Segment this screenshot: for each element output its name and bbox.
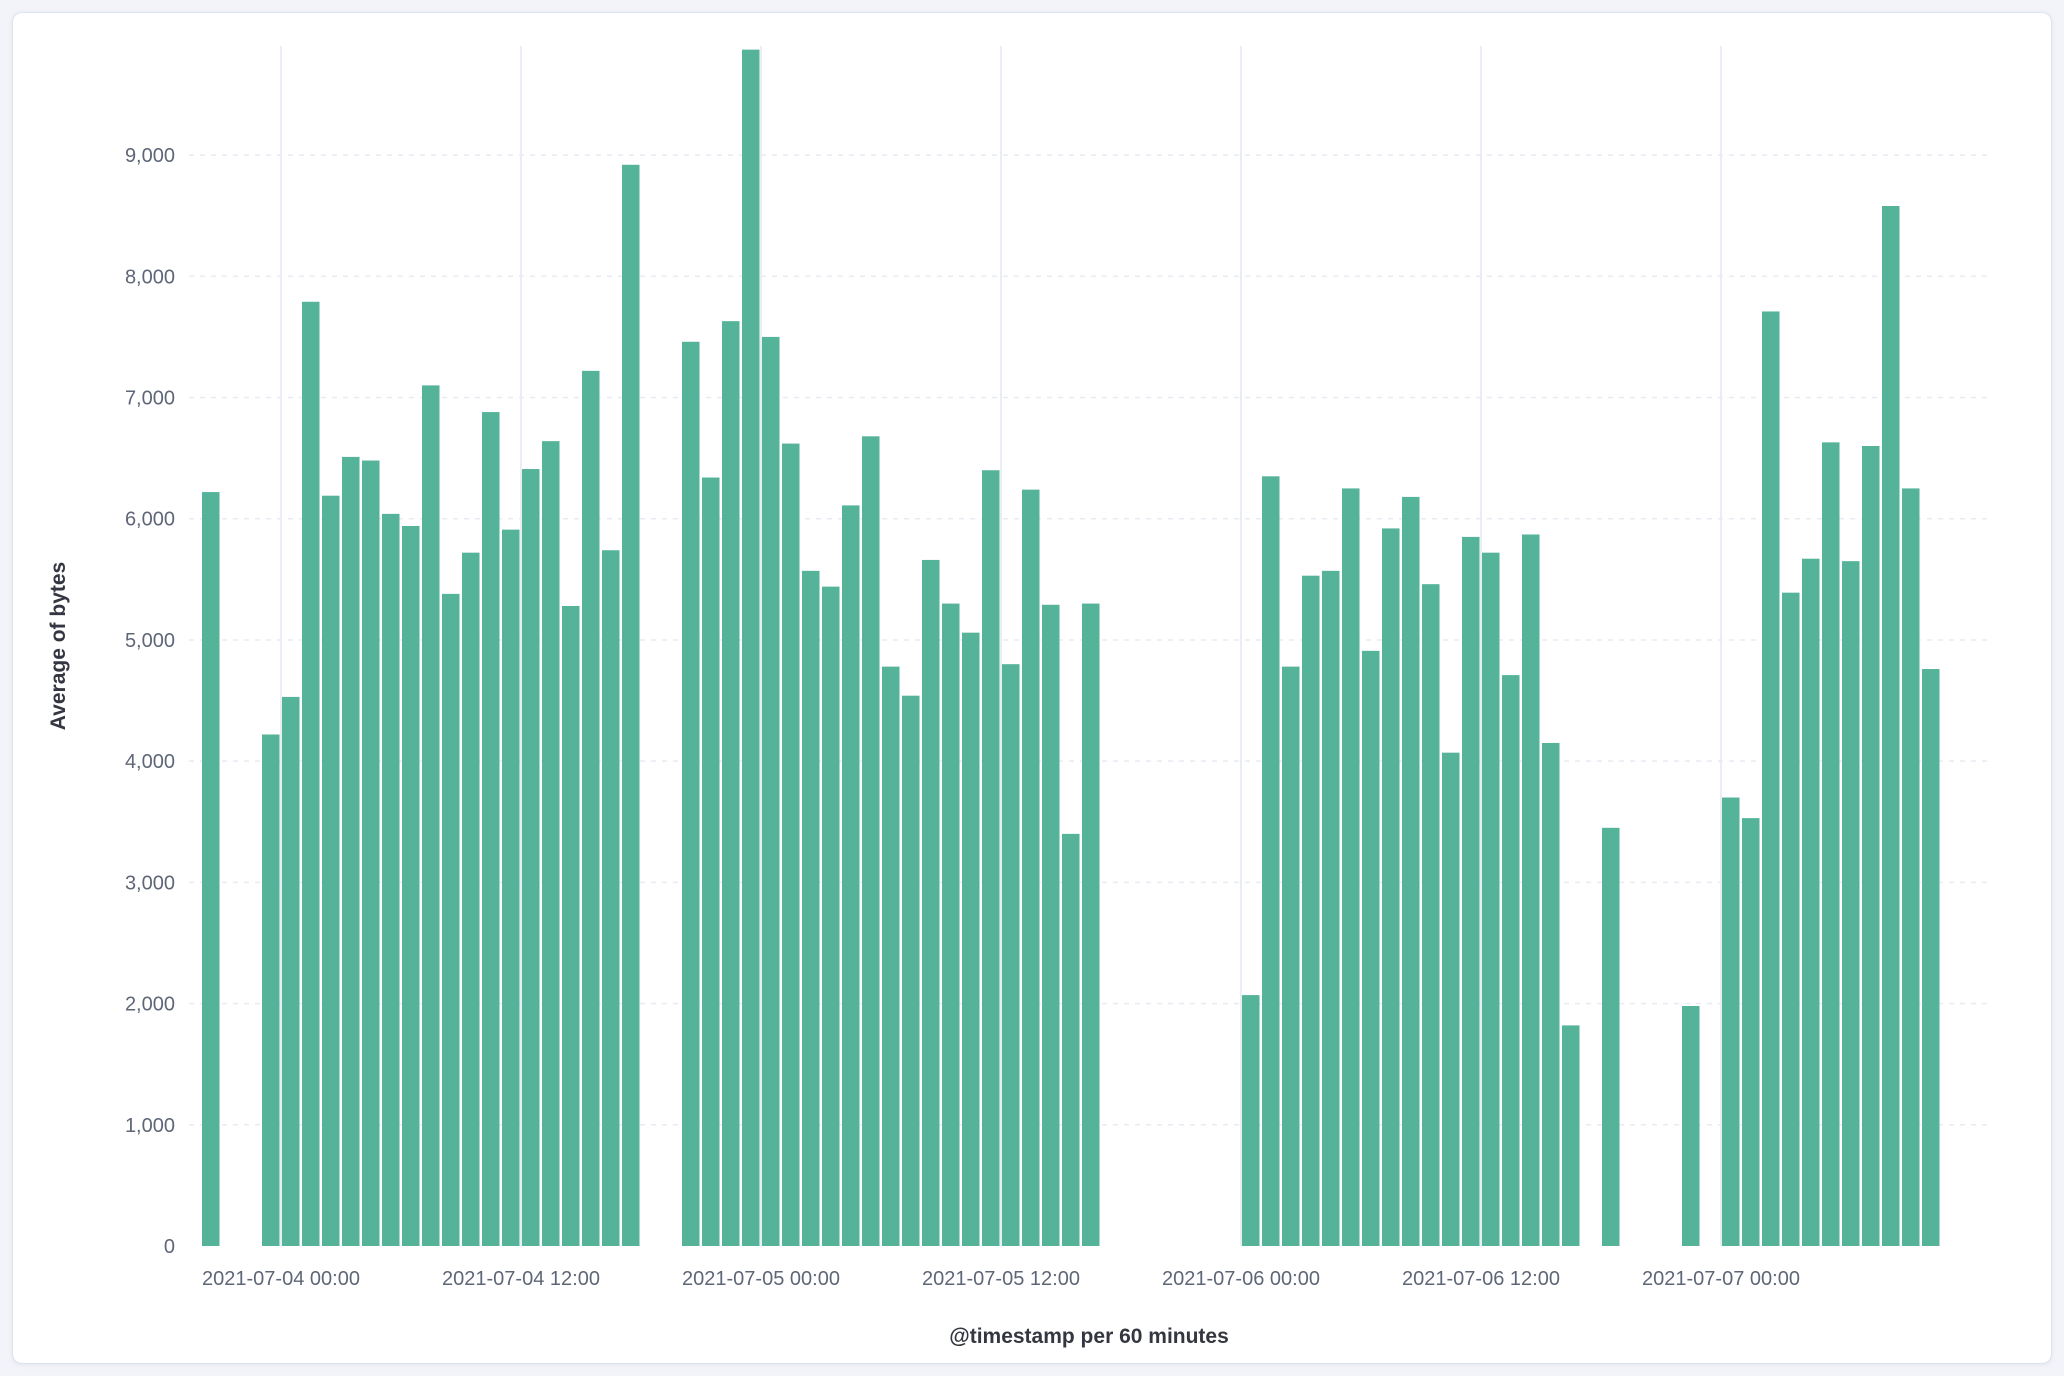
bar[interactable] [1822,442,1840,1246]
bar[interactable] [1282,666,1300,1246]
bar[interactable] [1442,752,1460,1246]
bar[interactable] [982,470,1000,1246]
y-tick-label: 9,000 [125,145,175,167]
bar[interactable] [922,559,940,1246]
chart-panel: 0 1,000 2,000 3,000 4,000 5,000 6,000 7,000 8,00… [12,12,2052,1364]
bar[interactable] [1782,592,1800,1246]
bar[interactable] [1902,488,1920,1246]
bar[interactable] [282,696,300,1246]
bar[interactable] [1802,558,1820,1246]
bar[interactable] [722,321,740,1247]
bar[interactable] [782,443,800,1246]
y-tick-label: 2,000 [125,994,175,1016]
bar[interactable] [1022,489,1040,1246]
bar[interactable] [1382,528,1400,1246]
bar[interactable] [1682,1006,1700,1246]
bar[interactable] [522,469,540,1247]
x-tick-label: 2021-07-06 12:00 [1402,1268,1560,1290]
vertical-gridlines [280,46,1722,1246]
bar[interactable] [1542,742,1560,1246]
bar[interactable] [262,734,280,1246]
bar[interactable] [1762,311,1780,1246]
bar[interactable] [382,513,400,1246]
bar[interactable] [1302,575,1320,1246]
bar[interactable] [1362,650,1380,1246]
bar[interactable] [1602,827,1620,1246]
chart-bars[interactable] [202,49,1940,1247]
x-tick-label: 2021-07-05 00:00 [682,1268,840,1290]
bar[interactable] [802,570,820,1246]
bar[interactable] [682,341,700,1246]
bar[interactable] [1522,534,1540,1246]
bar[interactable] [1082,603,1100,1246]
bar[interactable] [902,695,920,1246]
bar[interactable] [402,526,420,1246]
bar[interactable] [1722,797,1740,1246]
bar[interactable] [442,593,460,1246]
bar[interactable] [762,336,780,1247]
bar[interactable] [742,49,760,1247]
bar[interactable] [302,301,320,1246]
bar[interactable] [1742,818,1760,1246]
bar[interactable] [962,632,980,1246]
bar[interactable] [1402,496,1420,1247]
x-tick-label: 2021-07-07 00:00 [1642,1268,1800,1290]
x-tick-label: 2021-07-04 00:00 [202,1268,360,1290]
bar[interactable] [322,495,340,1246]
bar[interactable] [342,456,360,1247]
bar[interactable] [1562,1025,1580,1246]
bar[interactable] [602,550,620,1246]
bar[interactable] [1882,206,1900,1246]
bar[interactable] [542,441,560,1247]
y-axis-title: Average of bytes [47,561,70,731]
x-tick-label: 2021-07-06 00:00 [1162,1268,1320,1290]
bar[interactable] [1462,536,1480,1246]
bar[interactable] [822,586,840,1246]
bar[interactable] [1342,488,1360,1246]
bar[interactable] [502,529,520,1246]
bar[interactable] [1502,675,1520,1246]
bar[interactable] [1322,570,1340,1246]
bar[interactable] [482,412,500,1246]
bar[interactable] [1422,584,1440,1246]
bar[interactable] [1482,552,1500,1246]
y-tick-label: 1,000 [125,1115,175,1137]
y-tick-label: 3,000 [125,872,175,894]
x-axis-title: @timestamp per 60 minutes [949,1325,1229,1348]
bar[interactable] [882,666,900,1246]
bar[interactable] [1262,476,1280,1246]
y-tick-label: 4,000 [125,751,175,773]
bar[interactable] [422,385,440,1247]
bar[interactable] [702,477,720,1246]
x-tick-label: 2021-07-04 12:00 [442,1268,600,1290]
bar[interactable] [562,606,580,1246]
y-tick-label: 8,000 [125,266,175,288]
bar[interactable] [1862,446,1880,1246]
bar[interactable] [1242,995,1260,1246]
y-tick-label: 7,000 [125,388,175,410]
x-tick-label: 2021-07-05 12:00 [922,1268,1080,1290]
bar[interactable] [582,370,600,1246]
bar[interactable] [1842,561,1860,1246]
bytes-histogram-chart[interactable]: 0 1,000 2,000 3,000 4,000 5,000 6,000 7,000 8,00… [13,13,2052,1364]
y-tick-label: 6,000 [125,509,175,531]
bar[interactable] [1002,664,1020,1246]
bar[interactable] [842,505,860,1247]
y-tick-label: 5,000 [125,630,175,652]
bar[interactable] [202,492,220,1246]
bar[interactable] [1042,604,1060,1246]
bar[interactable] [1062,833,1080,1246]
bar[interactable] [622,164,640,1247]
bar[interactable] [462,552,480,1246]
y-tick-label: 0 [164,1236,175,1258]
bar[interactable] [1922,669,1940,1246]
y-axis-tick-labels: 0 1,000 2,000 3,000 4,000 5,000 6,000 7,000 8,00… [125,145,175,1258]
x-axis-tick-labels: 2021-07-04 00:00 2021-07-04 12:00 2021-07-… [202,1268,1800,1290]
bar[interactable] [942,603,960,1246]
bar[interactable] [862,436,880,1246]
bar[interactable] [362,460,380,1247]
